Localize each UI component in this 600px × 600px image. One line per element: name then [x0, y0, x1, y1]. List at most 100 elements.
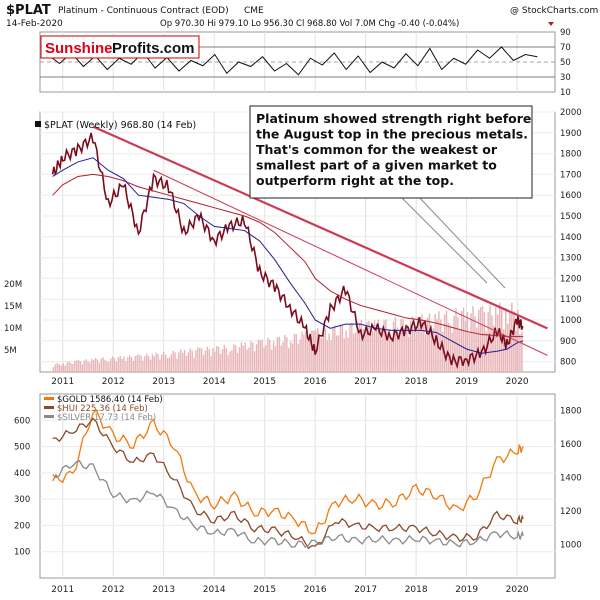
- x-axis-year-label: 2018: [405, 377, 428, 387]
- volume-bar: [176, 358, 178, 372]
- volume-bar: [246, 349, 248, 372]
- x-axis-year-label: 2019: [455, 585, 478, 595]
- volume-bar: [178, 352, 180, 372]
- metals-series-line: [52, 459, 524, 548]
- volume-bar: [96, 359, 99, 372]
- volume-bar: [419, 316, 421, 372]
- volume-bar: [214, 351, 216, 372]
- volume-bar: [400, 319, 402, 372]
- volume-bar: [280, 345, 282, 372]
- volume-bar: [250, 341, 252, 372]
- volume-bar: [113, 358, 116, 372]
- volume-bar: [189, 348, 191, 372]
- volume-bar: [472, 306, 474, 372]
- price-tick-label: 2000: [560, 108, 582, 118]
- volume-bar: [445, 310, 448, 372]
- chart-contract-name: Platinum - Continuous Contract (EOD): [58, 6, 229, 16]
- annotation-line: outperform right at the top.: [256, 173, 454, 188]
- volume-bar: [208, 349, 210, 372]
- volume-bar: [270, 349, 273, 372]
- volume-bar: [261, 339, 263, 372]
- volume-bar: [498, 302, 501, 372]
- x-axis-year-label: 2014: [203, 377, 226, 387]
- volume-bar: [305, 331, 307, 372]
- volume-bar: [187, 352, 190, 372]
- volume-bar: [432, 328, 434, 372]
- ohlc-readout: Op 970.30 Hi 979.10 Lo 956.30 Cl 968.80 …: [160, 19, 459, 29]
- volume-bar: [98, 362, 101, 372]
- volume-bar: [459, 329, 461, 372]
- x-axis-year-label: 2016: [304, 377, 327, 387]
- metals-left-tick-label: 200: [14, 521, 30, 531]
- volume-bar: [206, 346, 209, 372]
- metals-left-tick-label: 400: [14, 469, 30, 479]
- price-tick-label: 1000: [560, 316, 582, 326]
- volume-bar: [521, 331, 523, 372]
- volume-bar: [54, 364, 57, 372]
- x-axis-year-label: 2018: [405, 585, 428, 595]
- volume-bar: [94, 358, 97, 372]
- volume-bar: [164, 354, 167, 372]
- attribution-text: @ StockCharts.com: [510, 6, 598, 16]
- volume-bar: [421, 314, 423, 372]
- metals-legend-label: $SILVER 17.73 (14 Feb): [57, 413, 156, 423]
- x-axis-year-label: 2011: [51, 377, 74, 387]
- volume-bar: [379, 328, 381, 372]
- volume-bar: [52, 367, 55, 372]
- volume-bar: [289, 341, 292, 372]
- volume-bar: [166, 358, 169, 372]
- volume-bar: [493, 325, 495, 372]
- metals-legend-swatch: [44, 415, 54, 418]
- volume-bar: [144, 356, 146, 372]
- price-tick-label: 1500: [560, 212, 582, 222]
- volume-bar: [373, 320, 376, 372]
- volume-bar: [339, 324, 342, 372]
- moving-average-blue: [52, 157, 524, 354]
- price-tick-label: 1700: [560, 170, 582, 180]
- volume-bar: [182, 352, 184, 372]
- volume-bar: [72, 364, 74, 372]
- annotation-line: the August top in the precious metals.: [256, 127, 528, 142]
- volume-bar: [375, 324, 378, 372]
- volume-bar: [286, 337, 288, 372]
- volume-bar: [360, 319, 363, 372]
- x-axis-year-label: 2017: [354, 585, 377, 595]
- volume-bar: [68, 361, 70, 372]
- volume-bar: [322, 327, 325, 372]
- volume-bar: [79, 361, 82, 372]
- volume-bar: [265, 344, 267, 372]
- volume-bar: [415, 330, 417, 372]
- volume-bar: [202, 354, 205, 372]
- volume-bar: [313, 330, 315, 372]
- volume-bar: [515, 330, 517, 372]
- rsi-tick-label: 90: [560, 28, 571, 38]
- volume-bar: [236, 352, 239, 372]
- volume-bar: [337, 335, 340, 372]
- volume-bar: [253, 351, 256, 372]
- volume-bar: [212, 348, 214, 372]
- volume-bar: [110, 358, 112, 372]
- x-axis-year-label: 2012: [102, 377, 125, 387]
- x-axis-year-label: 2012: [102, 585, 125, 595]
- volume-bar: [274, 346, 277, 372]
- volume-bar: [219, 354, 222, 372]
- volume-bar: [345, 330, 347, 372]
- volume-bar: [138, 354, 140, 372]
- volume-bar: [291, 343, 294, 372]
- volume-bar: [272, 341, 275, 372]
- volume-bar: [142, 360, 144, 372]
- metals-right-tick-label: 1400: [560, 474, 582, 484]
- x-axis-year-label: 2014: [203, 585, 226, 595]
- x-axis-year-label: 2013: [152, 585, 175, 595]
- volume-bar: [269, 339, 271, 372]
- x-axis-year-label: 2017: [354, 377, 377, 387]
- volume-bar: [371, 331, 374, 372]
- volume-bar: [248, 347, 250, 372]
- metals-left-tick-label: 100: [14, 548, 30, 558]
- rsi-tick-label: 10: [560, 88, 571, 98]
- volume-bar: [204, 350, 207, 372]
- volume-bar: [392, 321, 395, 372]
- volume-bar: [356, 321, 359, 372]
- volume-bar: [70, 362, 72, 372]
